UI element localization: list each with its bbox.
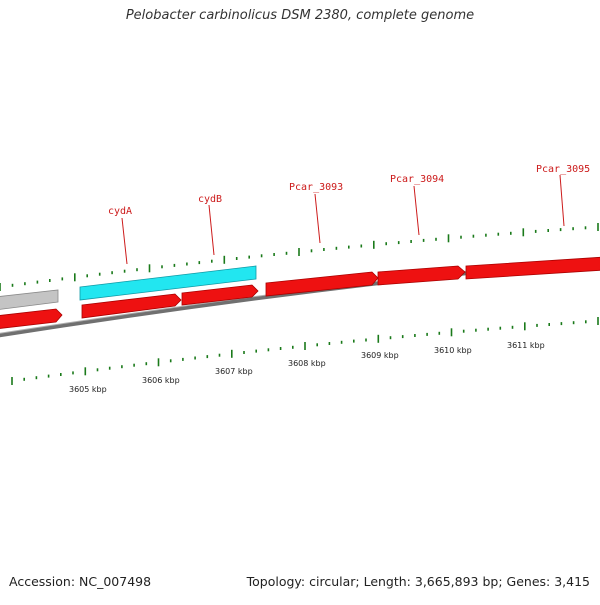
gene-label-group: cydA cydB Pcar_3093 Pcar_3094 Pcar_3095	[108, 164, 590, 265]
gene-Pcar_3094-segment[interactable]	[377, 265, 466, 286]
lower-row-genes	[0, 284, 259, 329]
Pcar_3093-leader	[314, 193, 321, 244]
upper-tick-ruler	[0, 223, 599, 291]
Pcar_3094-leader	[413, 185, 420, 236]
tick-label-group: 3605 kbp 3606 kbp 3607 kbp 3608 kbp 3609…	[69, 341, 545, 394]
gene-label-cydA: cydA	[108, 206, 132, 217]
tick-label-3605: 3605 kbp	[69, 385, 107, 394]
tick-label-3609: 3609 kbp	[361, 351, 399, 360]
tick-label-3610: 3610 kbp	[434, 346, 472, 355]
genome-title: Pelobacter carbinolicus DSM 2380, comple…	[125, 8, 475, 23]
genome-summary-text: Topology: circular; Length: 3,665,893 bp…	[246, 574, 590, 589]
gene-label-Pcar_3094: Pcar_3094	[390, 174, 444, 185]
cydB-leader	[208, 204, 215, 256]
gene-lower-cydA[interactable]	[81, 293, 182, 319]
gene-label-Pcar_3095: Pcar_3095	[536, 164, 590, 175]
gene-label-cydB: cydB	[198, 194, 222, 205]
lower-tick-ruler	[11, 317, 599, 385]
gene-Pcar_3093-segment[interactable]	[265, 271, 379, 297]
tick-label-3606: 3606 kbp	[142, 376, 180, 385]
tick-label-3611: 3611 kbp	[507, 341, 545, 350]
Pcar_3095-leader	[559, 174, 565, 227]
cydA-leader	[121, 217, 128, 265]
accession-text: Accession: NC_007498	[9, 574, 152, 589]
tick-label-3607: 3607 kbp	[215, 367, 253, 376]
gene-Pcar_3095-segment[interactable]	[465, 256, 600, 280]
gene-cydAB-block[interactable]	[79, 265, 257, 301]
tick-label-3608: 3608 kbp	[288, 359, 326, 368]
gene-lower-left[interactable]	[0, 308, 63, 329]
forward-strand-genes	[0, 256, 600, 310]
gene-lower-cydB[interactable]	[181, 284, 259, 306]
gene-other-left[interactable]	[0, 289, 59, 310]
gene-label-Pcar_3093: Pcar_3093	[289, 182, 343, 193]
